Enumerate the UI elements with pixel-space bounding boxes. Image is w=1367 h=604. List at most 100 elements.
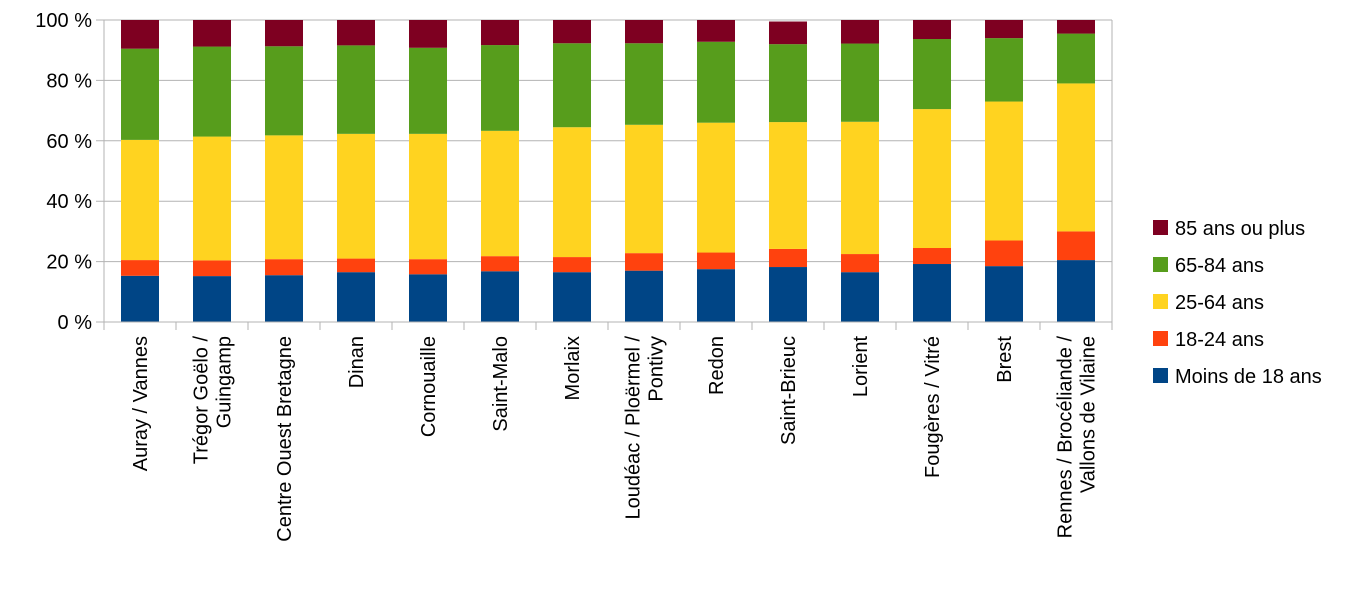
bars (121, 20, 1095, 322)
legend-label: 25-64 ans (1175, 292, 1264, 314)
x-tick-label: Rennes / Brocéliande /Vallons de Vilaine (1055, 336, 1100, 539)
bar-segment (193, 46, 231, 137)
legend-label: 18-24 ans (1175, 329, 1264, 351)
bar-segment (985, 240, 1023, 267)
legend-label: Moins de 18 ans (1175, 366, 1322, 388)
x-tick-labels: Auray / Vannes Trégor Goëlo /Guingamp Cent… (130, 336, 1100, 542)
x-tick-label: Redon (706, 336, 728, 395)
bar-segment (913, 248, 951, 265)
bar-segment (481, 256, 519, 272)
x-tick-label: Trégor Goëlo /Guingamp (191, 336, 236, 465)
legend-swatch (1153, 368, 1168, 383)
bar-segment (841, 254, 879, 273)
bar-segment (625, 43, 663, 125)
bar-segment (553, 272, 591, 322)
bar-segment (409, 259, 447, 275)
bar-segment (697, 20, 735, 42)
bar-segment (985, 38, 1023, 102)
bar-segment (265, 20, 303, 47)
bar-segment (769, 267, 807, 322)
x-tick-label: Dinan (346, 336, 368, 388)
bar-segment (121, 275, 159, 322)
bar-segment (337, 45, 375, 134)
bar-segment (553, 43, 591, 128)
bar-segment (697, 269, 735, 322)
bar-segment (769, 122, 807, 249)
bar-segment (121, 139, 159, 261)
bar-segment (481, 20, 519, 46)
bar-segment (913, 264, 951, 322)
legend-swatch (1153, 331, 1168, 346)
bar-segment (913, 20, 951, 40)
bar-segment (409, 274, 447, 322)
y-tick-label: 40 % (46, 191, 92, 213)
bar-segment (841, 20, 879, 44)
bar-segment (913, 39, 951, 110)
bar-segment (769, 44, 807, 123)
x-tick-label: Saint-Malo (490, 336, 512, 432)
x-tick-label: Brest (994, 336, 1016, 383)
bar-segment (265, 275, 303, 322)
bar-segment (121, 48, 159, 140)
axes (103, 20, 1113, 330)
y-tick-labels: 0 % 20 % 40 % 60 % 80 % 100 % (35, 10, 92, 334)
x-tick-label: Cornouaille (418, 336, 440, 437)
bar-segment (697, 41, 735, 123)
bar-segment (625, 253, 663, 271)
bar-segment (1057, 231, 1095, 261)
bar-segment (265, 259, 303, 276)
bar-segment (841, 43, 879, 122)
bar-segment (409, 47, 447, 134)
bar-segment (193, 20, 231, 47)
bar-segment (697, 122, 735, 253)
gridlines (96, 19, 1112, 323)
bar-segment (913, 109, 951, 249)
y-tick-label: 100 % (35, 10, 92, 32)
bar-segment (337, 258, 375, 273)
bar-segment (193, 136, 231, 261)
bar-segment (553, 20, 591, 44)
x-tick-label: Morlaix (562, 336, 584, 400)
bar-segment (193, 276, 231, 322)
y-tick-label: 80 % (46, 70, 92, 92)
bar-segment (985, 101, 1023, 241)
bar-segment (481, 130, 519, 257)
bar-segment (769, 21, 807, 45)
y-tick-label: 60 % (46, 131, 92, 153)
legend-label: 65-84 ans (1175, 255, 1264, 277)
y-tick-label: 20 % (46, 252, 92, 274)
bar-segment (121, 260, 159, 276)
bar-segment (337, 133, 375, 259)
legend: 85 ans ou plus 65-84 ans 25-64 ans 18-24 an… (1153, 218, 1322, 388)
legend-swatch (1153, 257, 1168, 272)
x-tick-label: Saint-Brieuc (778, 336, 800, 445)
bar-segment (841, 121, 879, 255)
bar-segment (409, 20, 447, 48)
bar-segment (625, 20, 663, 44)
bar-segment (553, 257, 591, 273)
bar-segment (409, 133, 447, 260)
bar-segment (625, 124, 663, 254)
x-tick-label: Lorient (850, 336, 872, 398)
bar-segment (985, 266, 1023, 322)
x-tick-label: Auray / Vannes (130, 336, 152, 471)
bar-segment (553, 127, 591, 258)
bar-segment (193, 260, 231, 277)
bar-segment (1057, 20, 1095, 34)
legend-swatch (1153, 220, 1168, 235)
bar-segment (481, 271, 519, 322)
bar-segment (1057, 83, 1095, 232)
x-tick-label: Centre Ouest Bretagne (274, 336, 296, 542)
legend-swatch (1153, 294, 1168, 309)
legend-label: 85 ans ou plus (1175, 218, 1305, 240)
bar-segment (1057, 33, 1095, 84)
bar-segment (265, 135, 303, 260)
bar-segment (337, 20, 375, 46)
bar-segment (337, 272, 375, 322)
bar-segment (625, 270, 663, 322)
x-tick-label: Fougères / Vitré (922, 336, 944, 478)
bar-segment (121, 20, 159, 49)
bar-segment (265, 46, 303, 136)
bar-segment (697, 252, 735, 270)
